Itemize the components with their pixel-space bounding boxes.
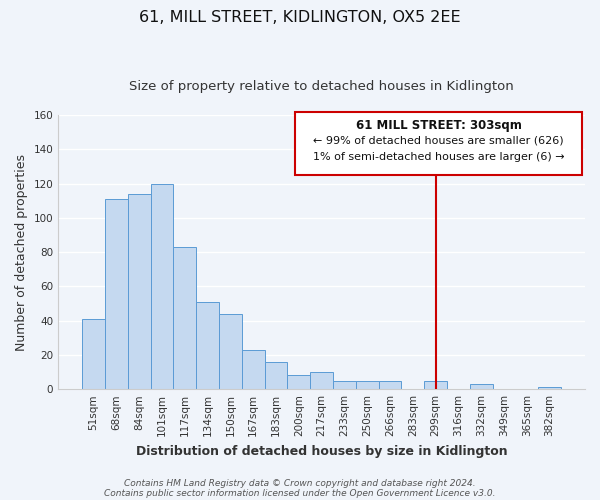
Bar (424, 380, 447, 389)
Bar (196, 302, 219, 389)
Bar (82, 319, 105, 389)
Bar (538, 388, 561, 389)
Bar (105, 199, 128, 389)
Text: Contains HM Land Registry data © Crown copyright and database right 2024.: Contains HM Land Registry data © Crown c… (124, 478, 476, 488)
Bar (333, 380, 356, 389)
Bar (151, 184, 173, 389)
FancyBboxPatch shape (295, 112, 583, 176)
Bar (379, 380, 401, 389)
Y-axis label: Number of detached properties: Number of detached properties (15, 154, 28, 350)
Bar (242, 350, 265, 389)
Bar (265, 362, 287, 389)
Bar (219, 314, 242, 389)
Bar (287, 376, 310, 389)
Text: Contains public sector information licensed under the Open Government Licence v3: Contains public sector information licen… (104, 488, 496, 498)
Bar (128, 194, 151, 389)
Bar (173, 247, 196, 389)
X-axis label: Distribution of detached houses by size in Kidlington: Distribution of detached houses by size … (136, 444, 508, 458)
Bar (470, 384, 493, 389)
Bar (310, 372, 333, 389)
Text: ← 99% of detached houses are smaller (626): ← 99% of detached houses are smaller (62… (313, 136, 564, 145)
Text: 61, MILL STREET, KIDLINGTON, OX5 2EE: 61, MILL STREET, KIDLINGTON, OX5 2EE (139, 10, 461, 25)
Text: 61 MILL STREET: 303sqm: 61 MILL STREET: 303sqm (356, 119, 522, 132)
Title: Size of property relative to detached houses in Kidlington: Size of property relative to detached ho… (129, 80, 514, 93)
Bar (356, 380, 379, 389)
Text: 1% of semi-detached houses are larger (6) →: 1% of semi-detached houses are larger (6… (313, 152, 565, 162)
